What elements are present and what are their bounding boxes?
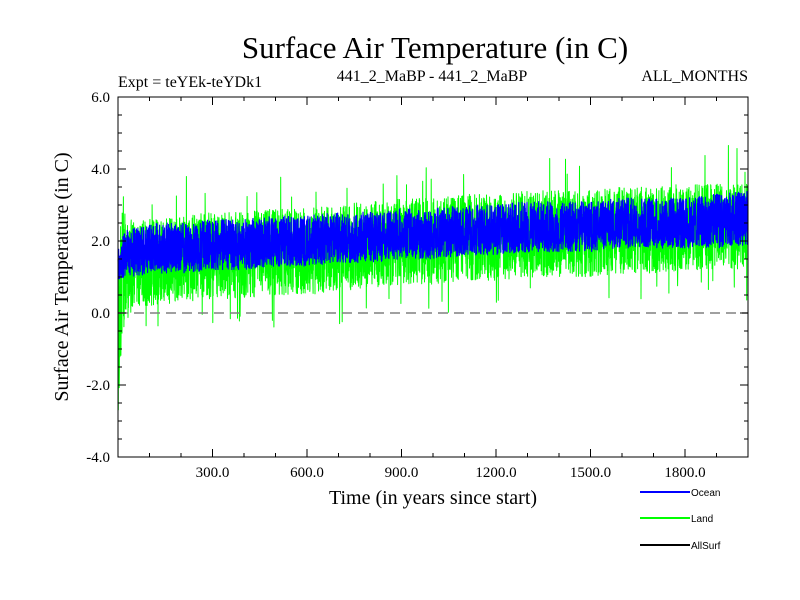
- subtitle-months: ALL_MONTHS: [641, 68, 748, 85]
- x-tick-label: 1200.0: [475, 465, 516, 481]
- x-tick-label: 600.0: [290, 465, 324, 481]
- y-tick-label: 6.0: [91, 90, 110, 106]
- x-tick-label: 1800.0: [664, 465, 705, 481]
- x-tick-label: 900.0: [385, 465, 419, 481]
- series-ocean-line: [117, 190, 749, 280]
- subtitle-expt: Expt = teYEk-teYDk1: [118, 74, 262, 91]
- legend-label-allsurf: AllSurf: [691, 541, 721, 552]
- y-tick-label: 0.0: [91, 306, 110, 322]
- y-tick-label: 2.0: [91, 234, 110, 250]
- legend-label-land: Land: [691, 514, 713, 525]
- y-tick-label: -2.0: [86, 378, 110, 394]
- subtitle-period: 441_2_MaBP - 441_2_MaBP: [337, 68, 528, 85]
- x-tick-label: 300.0: [196, 465, 230, 481]
- chart-title: Surface Air Temperature (in C): [242, 30, 628, 65]
- y-tick-label: -4.0: [86, 450, 110, 466]
- tick-layer: 300.0 600.0 900.0 1200.0 1500.0 1800.0 -4.0 -2.…: [86, 90, 748, 481]
- legend: Ocean Land AllSurf: [640, 488, 721, 552]
- y-tick-label: 4.0: [91, 162, 110, 178]
- x-axis-label: Time (in years since start): [329, 487, 537, 509]
- y-axis-label: Surface Air Temperature (in C): [51, 152, 73, 401]
- legend-label-ocean: Ocean: [691, 488, 720, 499]
- series-land-line: [117, 145, 749, 411]
- series-layer: [117, 145, 749, 411]
- x-tick-label: 1500.0: [570, 465, 611, 481]
